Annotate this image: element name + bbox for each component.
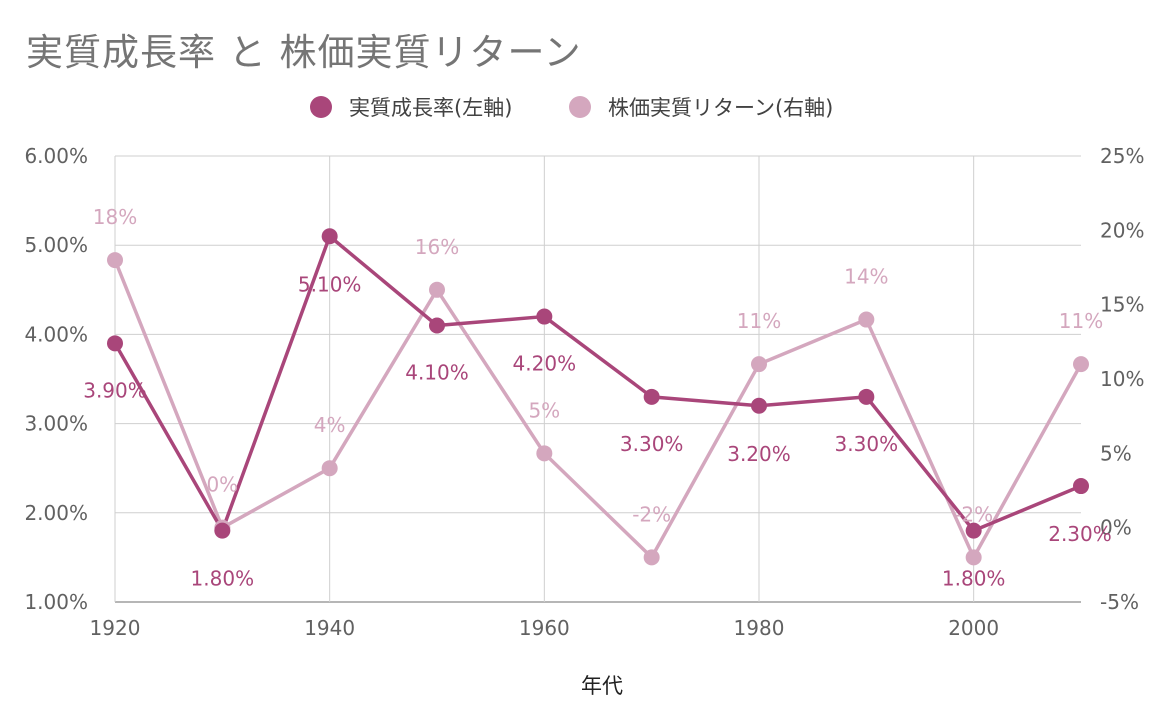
data-point bbox=[965, 522, 982, 539]
legend-label: 株価実質リターン(右軸) bbox=[608, 96, 833, 120]
x-tick-label: 2000 bbox=[948, 616, 999, 640]
legend-label: 実質成長率(左軸) bbox=[349, 96, 512, 120]
x-tick-label: 1940 bbox=[304, 616, 355, 640]
data-point bbox=[536, 308, 553, 325]
y-left-tick-label: 3.00% bbox=[24, 412, 88, 436]
data-point bbox=[858, 388, 875, 405]
data-point bbox=[107, 335, 123, 352]
data-point bbox=[751, 356, 767, 373]
x-axis-title: 年代 bbox=[581, 674, 623, 698]
data-point bbox=[429, 317, 445, 334]
x-tick-label: 1960 bbox=[519, 616, 570, 640]
series-line bbox=[113, 259, 1083, 560]
y-right-tick-label: 10% bbox=[1100, 367, 1144, 391]
data-label: 3.30% bbox=[835, 432, 899, 456]
data-label: 3.20% bbox=[727, 442, 791, 466]
chart-title: 実質成長率 と 株価実質リターン bbox=[26, 31, 582, 74]
data-label: 11% bbox=[737, 309, 781, 333]
data-point bbox=[965, 549, 982, 566]
y-right-tick-label: 20% bbox=[1100, 218, 1144, 242]
data-point bbox=[751, 397, 767, 414]
data-point bbox=[643, 388, 660, 405]
data-label: -2% bbox=[632, 502, 671, 526]
x-tick-label: 1980 bbox=[734, 616, 785, 640]
y-right-tick-label: 25% bbox=[1100, 144, 1144, 168]
y-left-tick-label: 2.00% bbox=[24, 501, 88, 525]
data-point bbox=[214, 522, 231, 539]
data-label: -2% bbox=[954, 502, 993, 526]
data-label: 16% bbox=[415, 235, 459, 259]
data-label: 14% bbox=[844, 265, 888, 289]
y-right-tick-label: -5% bbox=[1100, 590, 1139, 614]
legend-marker bbox=[569, 96, 591, 118]
data-label: 18% bbox=[93, 205, 137, 229]
data-point bbox=[321, 228, 338, 245]
data-label: 4% bbox=[314, 413, 346, 437]
y-left-tick-label: 6.00% bbox=[24, 144, 88, 168]
data-point bbox=[1073, 478, 1089, 495]
y-left-tick-label: 5.00% bbox=[24, 233, 88, 257]
data-label: 5.10% bbox=[298, 272, 362, 296]
data-point bbox=[536, 445, 553, 462]
data-label: 5% bbox=[528, 398, 560, 422]
data-point bbox=[429, 281, 445, 298]
y-left-tick-label: 1.00% bbox=[24, 590, 88, 614]
data-point bbox=[1073, 356, 1089, 373]
data-label: 3.90% bbox=[83, 378, 147, 402]
series-line bbox=[113, 234, 1082, 533]
data-point bbox=[858, 311, 875, 328]
data-label: 11% bbox=[1059, 309, 1103, 333]
legend-marker bbox=[310, 96, 332, 118]
y-left-tick-label: 4.00% bbox=[24, 322, 88, 346]
y-right-tick-label: 15% bbox=[1100, 293, 1144, 317]
data-label: 4.10% bbox=[405, 360, 469, 384]
y-right-tick-label: 5% bbox=[1100, 441, 1132, 465]
y-right-tick-label: 0% bbox=[1100, 516, 1132, 540]
data-label: 3.30% bbox=[620, 432, 684, 456]
data-label: 0% bbox=[206, 473, 238, 497]
data-point bbox=[643, 549, 660, 566]
data-label: 1.80% bbox=[942, 567, 1006, 591]
data-label: 1.80% bbox=[191, 567, 255, 591]
data-point bbox=[107, 252, 123, 269]
data-label: 2.30% bbox=[1048, 522, 1112, 546]
x-tick-label: 1920 bbox=[90, 616, 141, 640]
data-point bbox=[321, 460, 338, 477]
data-label: 4.20% bbox=[513, 352, 577, 376]
